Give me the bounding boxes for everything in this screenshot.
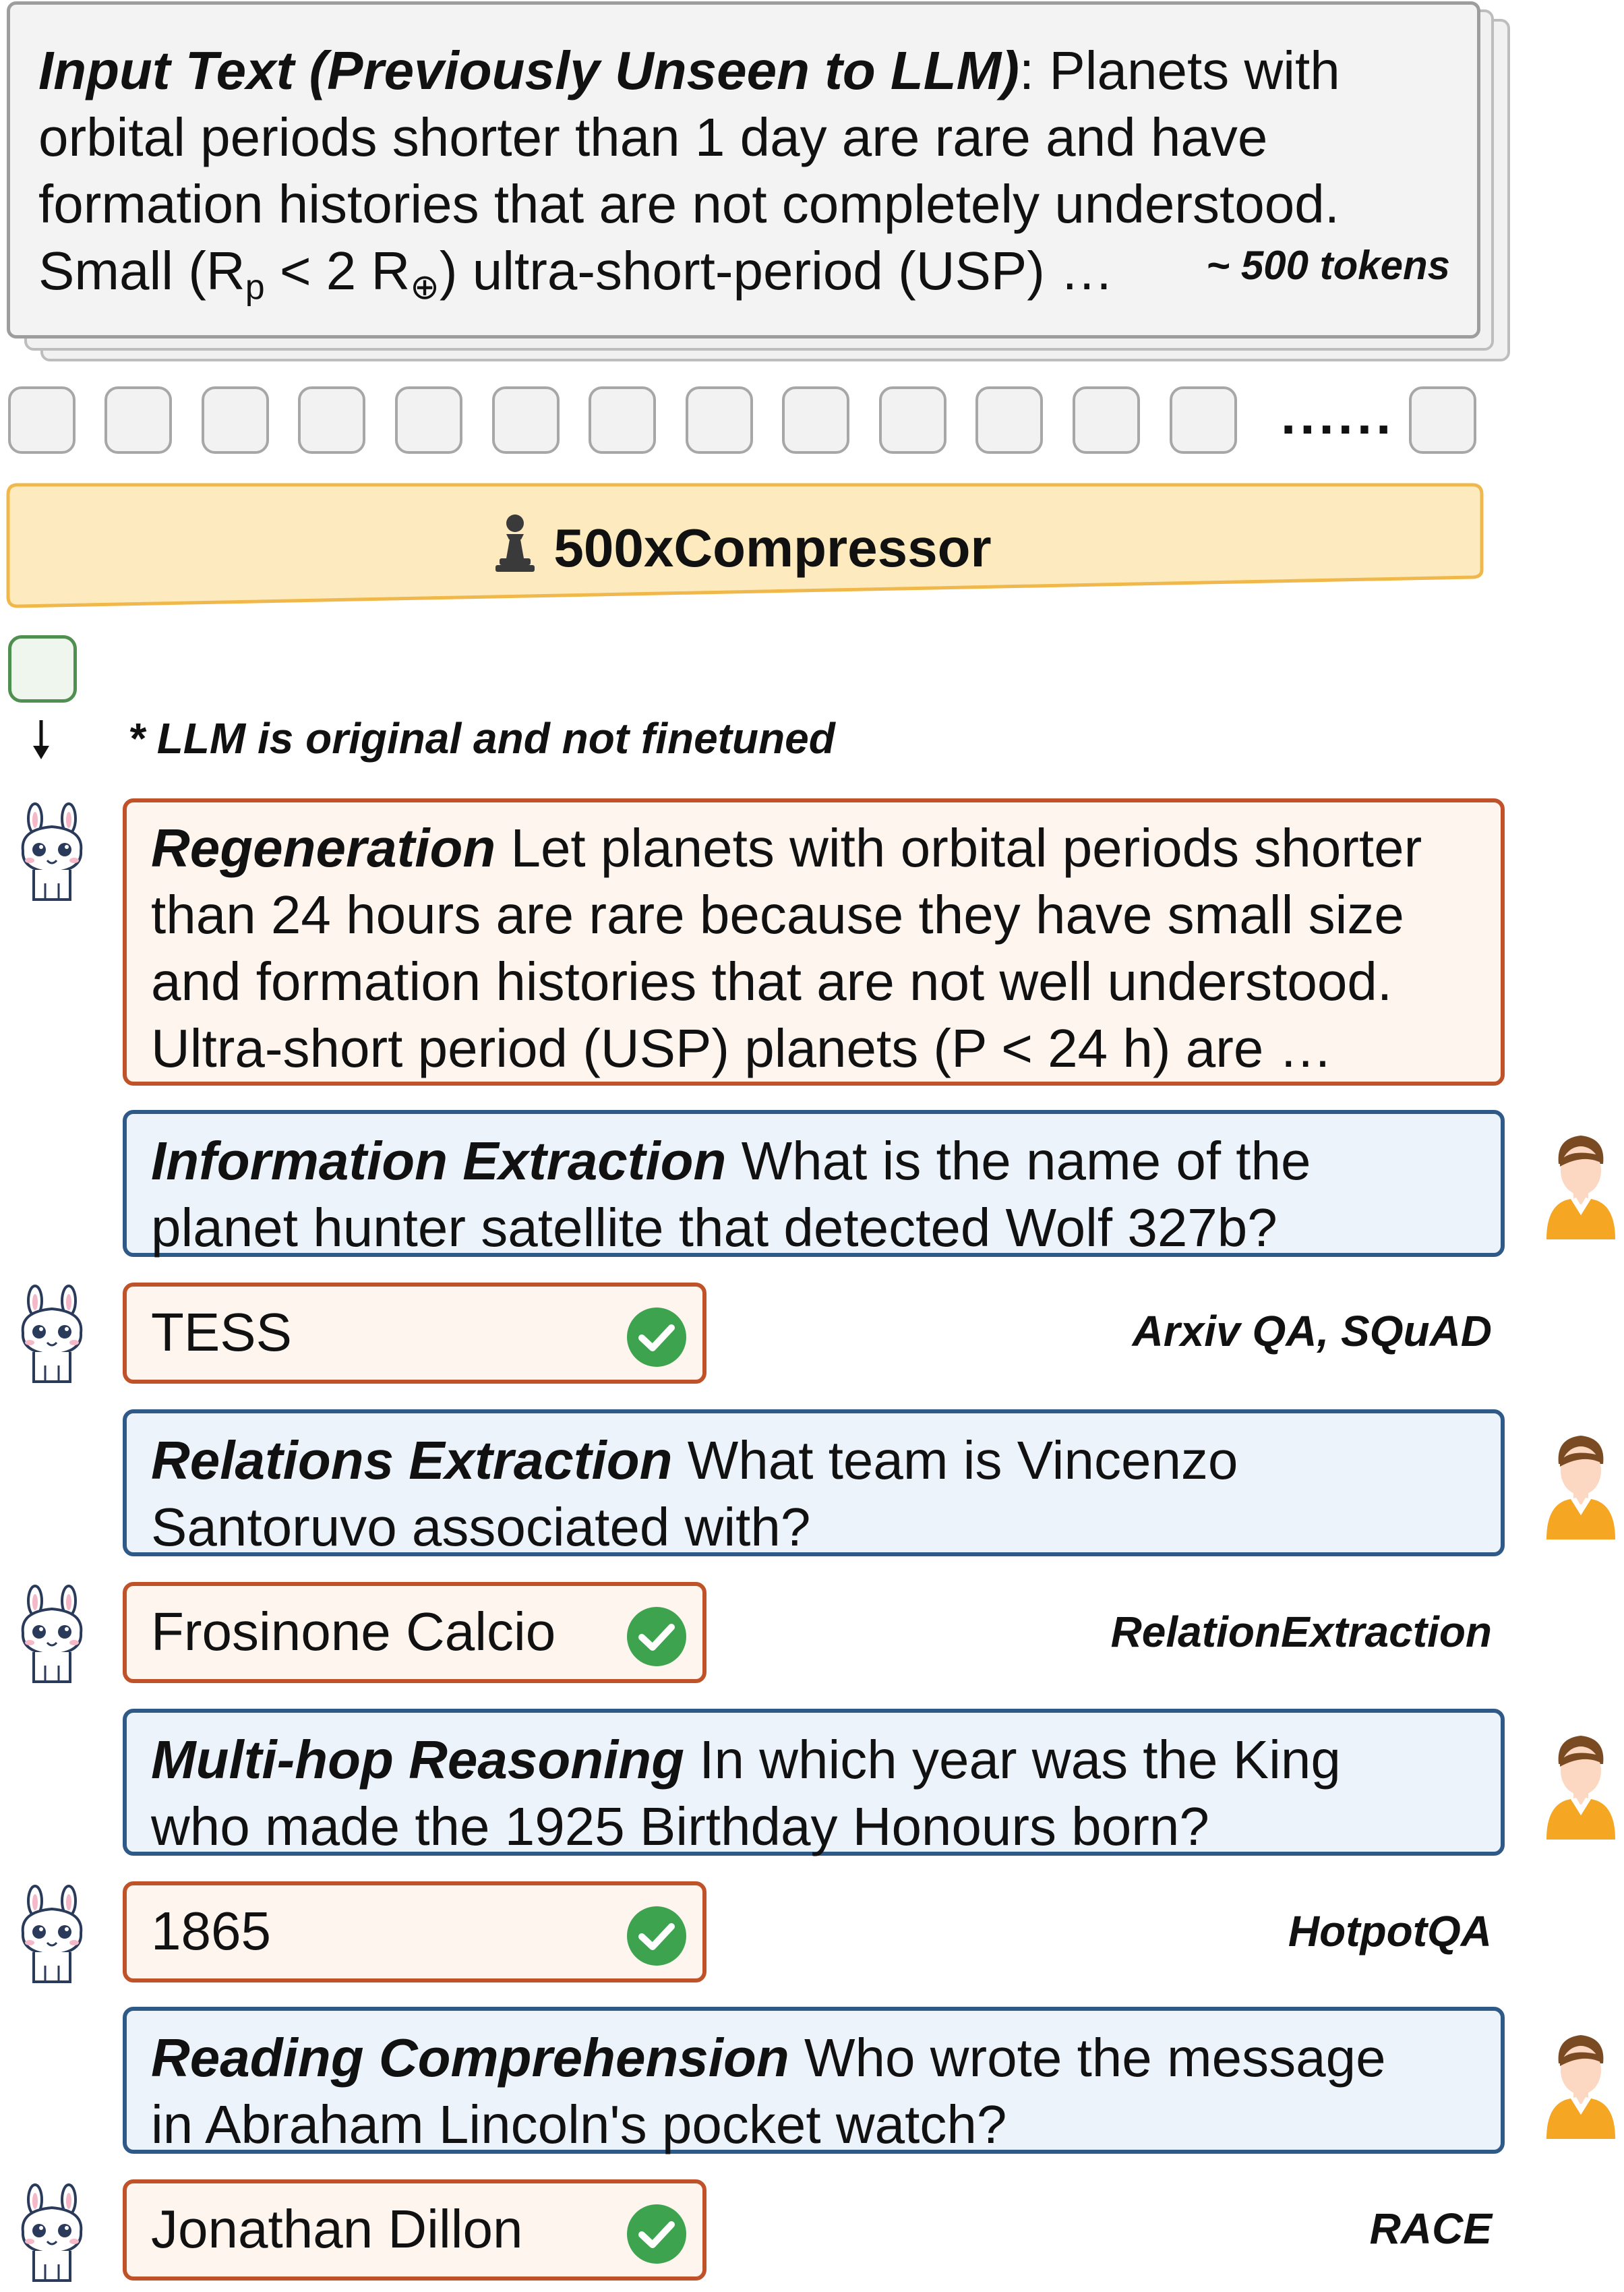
person-icon xyxy=(1546,2035,1615,2139)
answer-box: TESS xyxy=(123,1283,706,1384)
input-text-line4: Small (Rp < 2 R⊕) ultra-short-period (US… xyxy=(38,241,1114,307)
question-line1: What team is Vincenzo xyxy=(672,1430,1238,1490)
regeneration-title: Regeneration xyxy=(151,818,496,878)
question-box: Multi-hop Reasoning In which year was th… xyxy=(123,1709,1505,1856)
compressor-title: 500xCompressor xyxy=(0,512,1483,586)
regeneration-line3: and formation histories that are not wel… xyxy=(151,951,1393,1011)
input-token xyxy=(975,386,1043,454)
question-box: Information Extraction What is the name … xyxy=(123,1110,1505,1258)
llama-icon xyxy=(21,1885,83,1983)
answer-text: Jonathan Dillon xyxy=(151,2199,523,2259)
down-arrow-icon xyxy=(33,720,49,759)
regeneration-line2: than 24 hours are rare because they have… xyxy=(151,885,1404,945)
input-text-line2: orbital periods shorter than 1 day are r… xyxy=(38,107,1268,167)
task-title: Relations Extraction xyxy=(151,1430,673,1490)
input-text-line1: : Planets with xyxy=(1019,40,1340,100)
answer-box: 1865 xyxy=(123,1881,706,1982)
input-token xyxy=(686,386,753,454)
input-text-line3: formation histories that are not complet… xyxy=(38,174,1340,234)
question-line1: In which year was the King xyxy=(684,1730,1341,1790)
question-line2: planet hunter satellite that detected Wo… xyxy=(151,1198,1277,1258)
input-token xyxy=(395,386,462,454)
input-text-card: Input Text (Previously Unseen to LLM): P… xyxy=(7,1,1480,339)
answer-text: 1865 xyxy=(151,1901,271,1961)
question-line2: in Abraham Lincoln's pocket watch? xyxy=(151,2094,1007,2154)
chess-pawn-icon xyxy=(491,512,539,586)
question-line2: Santoruvo associated with? xyxy=(151,1497,811,1557)
regeneration-box: Regeneration Let planets with orbital pe… xyxy=(123,798,1505,1086)
task-title: Reading Comprehension xyxy=(151,2028,789,2088)
regeneration-line4: Ultra-short period (USP) planets (P < 24… xyxy=(151,1018,1333,1078)
input-token xyxy=(1409,386,1476,454)
person-icon xyxy=(1546,1136,1615,1239)
input-token xyxy=(104,386,172,454)
dataset-label: HotpotQA xyxy=(1288,1907,1492,1956)
regeneration-line1: Let planets with orbital periods shorter xyxy=(495,818,1422,878)
llama-icon xyxy=(21,1285,83,1383)
answer-text: TESS xyxy=(151,1302,292,1362)
input-token xyxy=(492,386,560,454)
llama-icon xyxy=(21,1585,83,1683)
compressed-token xyxy=(8,635,77,703)
dataset-label: Arxiv QA, SQuAD xyxy=(1132,1307,1492,1355)
question-box: Reading Comprehension Who wrote the mess… xyxy=(123,2007,1505,2154)
llm-note: * LLM is original and not finetuned xyxy=(128,714,835,763)
question-box: Relations Extraction What team is Vincen… xyxy=(123,1409,1505,1557)
check-icon xyxy=(627,1607,686,1666)
compressor-label: 500xCompressor xyxy=(553,518,992,578)
input-title: Input Text (Previously Unseen to LLM) xyxy=(38,40,1019,100)
task-title: Multi-hop Reasoning xyxy=(151,1730,685,1790)
input-token xyxy=(589,386,656,454)
question-line1: What is the name of the xyxy=(726,1131,1311,1191)
input-token xyxy=(782,386,849,454)
answer-box: Jonathan Dillon xyxy=(123,2179,706,2281)
answer-box: Frosinone Calcio xyxy=(123,1582,706,1683)
question-line2: who made the 1925 Birthday Honours born? xyxy=(151,1796,1209,1856)
dataset-label: RelationExtraction xyxy=(1110,1608,1492,1656)
llama-icon xyxy=(21,2183,83,2282)
input-token xyxy=(202,386,269,454)
input-token xyxy=(298,386,365,454)
question-line1: Who wrote the message xyxy=(789,2028,1386,2088)
answer-text: Frosinone Calcio xyxy=(151,1602,556,1662)
token-ellipsis: ...... xyxy=(1281,385,1395,445)
token-count-label: ~ 500 tokens xyxy=(1206,243,1450,288)
check-icon xyxy=(627,2204,686,2264)
person-icon xyxy=(1546,1736,1615,1840)
llama-icon xyxy=(21,802,83,901)
input-token xyxy=(8,386,76,454)
task-title: Information Extraction xyxy=(151,1131,727,1191)
compressor-block xyxy=(6,483,1484,608)
check-icon xyxy=(627,1906,686,1966)
dataset-label: RACE xyxy=(1369,2204,1492,2253)
input-token xyxy=(1073,386,1140,454)
input-token xyxy=(1170,386,1237,454)
check-icon xyxy=(627,1307,686,1367)
person-icon xyxy=(1546,1436,1615,1539)
input-token xyxy=(879,386,946,454)
